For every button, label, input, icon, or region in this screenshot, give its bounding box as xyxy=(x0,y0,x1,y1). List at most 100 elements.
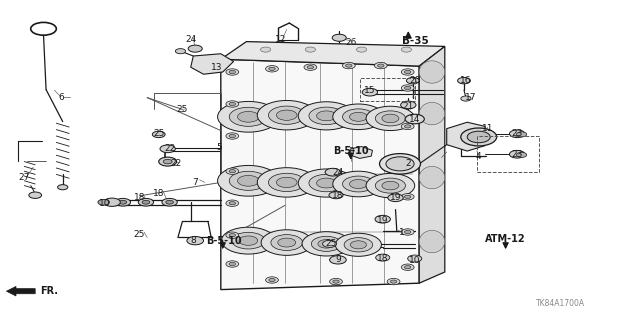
Circle shape xyxy=(229,134,236,138)
Ellipse shape xyxy=(419,102,445,125)
Circle shape xyxy=(187,236,204,245)
Circle shape xyxy=(404,230,411,234)
Circle shape xyxy=(366,173,415,198)
Text: 20: 20 xyxy=(409,76,420,85)
Circle shape xyxy=(266,277,278,283)
Circle shape xyxy=(226,200,239,206)
Circle shape xyxy=(404,160,411,163)
Text: ATM-12: ATM-12 xyxy=(485,234,525,244)
Circle shape xyxy=(342,176,374,192)
Circle shape xyxy=(276,110,297,120)
Circle shape xyxy=(138,198,154,206)
Circle shape xyxy=(309,107,344,124)
Circle shape xyxy=(390,280,397,283)
Circle shape xyxy=(378,64,384,67)
Text: 27: 27 xyxy=(19,173,30,182)
Circle shape xyxy=(115,198,131,206)
Text: 7: 7 xyxy=(193,178,198,187)
Circle shape xyxy=(142,200,150,204)
Circle shape xyxy=(404,266,411,269)
Circle shape xyxy=(229,234,236,237)
Circle shape xyxy=(278,238,296,247)
Text: 24: 24 xyxy=(185,35,196,44)
Circle shape xyxy=(237,111,259,122)
Circle shape xyxy=(159,157,177,166)
Text: 23: 23 xyxy=(511,150,523,159)
Text: 9: 9 xyxy=(335,255,340,264)
Text: B-5-10: B-5-10 xyxy=(206,236,242,246)
Circle shape xyxy=(309,174,344,192)
Circle shape xyxy=(332,34,346,41)
Text: 16: 16 xyxy=(460,76,472,85)
Ellipse shape xyxy=(419,61,445,83)
Ellipse shape xyxy=(419,166,445,189)
Circle shape xyxy=(229,171,268,190)
Circle shape xyxy=(401,47,412,52)
Circle shape xyxy=(188,45,202,52)
Circle shape xyxy=(330,256,346,264)
Circle shape xyxy=(404,70,411,74)
Text: 22: 22 xyxy=(164,144,175,153)
Text: 18: 18 xyxy=(332,191,344,200)
Text: 18: 18 xyxy=(153,189,164,198)
Circle shape xyxy=(304,64,317,70)
Circle shape xyxy=(298,169,355,197)
Circle shape xyxy=(329,192,343,199)
Text: 23: 23 xyxy=(511,129,523,138)
Circle shape xyxy=(382,114,399,123)
Text: 25: 25 xyxy=(153,129,164,138)
Circle shape xyxy=(375,215,390,223)
Text: 4: 4 xyxy=(476,152,481,161)
Circle shape xyxy=(302,232,351,256)
Polygon shape xyxy=(6,286,35,296)
Circle shape xyxy=(406,77,419,84)
Circle shape xyxy=(325,168,340,176)
Circle shape xyxy=(226,69,239,75)
Circle shape xyxy=(119,200,127,204)
Circle shape xyxy=(226,101,239,107)
Text: 1: 1 xyxy=(399,228,404,237)
Circle shape xyxy=(261,230,312,255)
Circle shape xyxy=(342,109,374,125)
Text: 19: 19 xyxy=(390,193,401,202)
Circle shape xyxy=(401,264,414,270)
Circle shape xyxy=(458,77,470,84)
Circle shape xyxy=(330,278,342,285)
Circle shape xyxy=(229,202,236,205)
Circle shape xyxy=(401,69,414,75)
Circle shape xyxy=(362,88,378,96)
Text: 8: 8 xyxy=(191,236,196,245)
Circle shape xyxy=(349,112,367,121)
Circle shape xyxy=(333,171,384,197)
Circle shape xyxy=(162,198,177,206)
Text: 11: 11 xyxy=(482,124,493,133)
Text: 6: 6 xyxy=(58,93,63,102)
Circle shape xyxy=(375,178,406,193)
Circle shape xyxy=(229,170,236,173)
Polygon shape xyxy=(351,147,372,158)
Polygon shape xyxy=(221,59,419,290)
Circle shape xyxy=(175,49,186,54)
Circle shape xyxy=(257,168,316,197)
Circle shape xyxy=(266,66,278,72)
Circle shape xyxy=(160,145,175,153)
Text: 26: 26 xyxy=(345,38,356,47)
Circle shape xyxy=(386,157,414,171)
Circle shape xyxy=(268,173,305,192)
Text: 25: 25 xyxy=(177,105,188,114)
Circle shape xyxy=(404,86,411,90)
Circle shape xyxy=(276,177,297,188)
Text: 17: 17 xyxy=(465,93,476,102)
Ellipse shape xyxy=(419,230,445,253)
Circle shape xyxy=(226,133,239,139)
Text: 21: 21 xyxy=(403,102,414,111)
Circle shape xyxy=(229,262,236,266)
Circle shape xyxy=(408,255,422,262)
Circle shape xyxy=(401,85,414,91)
Text: B-35: B-35 xyxy=(402,36,429,46)
Circle shape xyxy=(467,131,490,143)
Circle shape xyxy=(349,180,367,188)
Polygon shape xyxy=(221,42,445,66)
Circle shape xyxy=(221,227,275,254)
Text: TK84A1700A: TK84A1700A xyxy=(536,299,586,308)
